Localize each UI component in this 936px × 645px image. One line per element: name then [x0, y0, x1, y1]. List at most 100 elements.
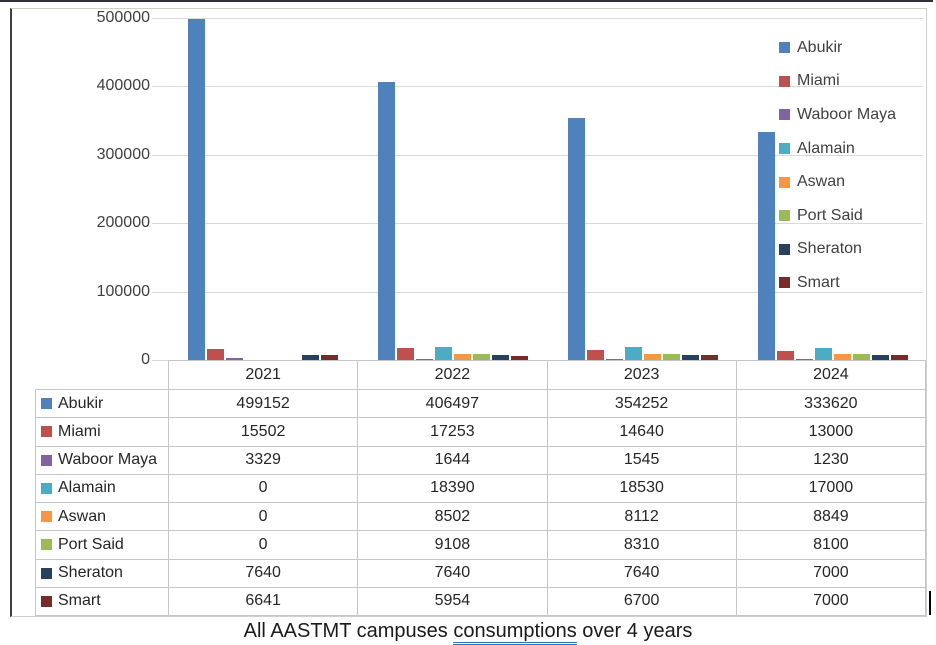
series-label: Waboor Maya: [37, 451, 168, 469]
bar-waboor-maya-2024[interactable]: [796, 359, 813, 360]
legend-key-swatch: [779, 75, 790, 87]
bar-waboor-maya-2021[interactable]: [226, 358, 243, 360]
legend-key-swatch: [779, 109, 790, 121]
legend-key-swatch: [779, 277, 790, 289]
category-header-cell: 2021: [167, 360, 359, 390]
series-name: Abukir: [58, 394, 104, 412]
legend-key-swatch: [779, 243, 790, 255]
y-axis-tick-label: 300000: [96, 145, 150, 163]
series-label: Miami: [37, 422, 168, 441]
value-cell: 5954: [357, 586, 548, 617]
bar-port-said-2023[interactable]: [663, 354, 680, 360]
bar-abukir-2023[interactable]: [568, 118, 585, 360]
value-cell: 354252: [546, 388, 737, 419]
bar-miami-2024[interactable]: [777, 351, 794, 360]
bar-alamain-2023[interactable]: [625, 347, 642, 360]
bar-abukir-2022[interactable]: [378, 82, 395, 360]
series-name: Aswan: [58, 507, 107, 525]
gridline: [152, 18, 923, 19]
series-label: Port Said: [37, 535, 168, 554]
bar-smart-2022[interactable]: [511, 356, 528, 360]
value-cell: 1545: [546, 445, 737, 475]
value-cell: 18530: [546, 473, 737, 504]
value-cell: 7000: [735, 586, 927, 617]
bar-group-2021: [168, 18, 358, 360]
bar-smart-2024[interactable]: [891, 355, 908, 360]
text-cursor: [929, 591, 931, 615]
legend-item-miami[interactable]: Miami: [779, 65, 896, 99]
page-top-border: [0, 0, 933, 2]
data-table-body: Abukir 499152 406497 354252 333620 Miami 15502…: [35, 388, 927, 617]
table-corner-cell: [36, 361, 169, 390]
bar-aswan-2022[interactable]: [454, 354, 471, 360]
bar-smart-2023[interactable]: [701, 355, 718, 360]
table-row-smart: Smart 6641 5954 6700 7000: [35, 586, 927, 617]
bar-abukir-2024[interactable]: [758, 132, 775, 360]
category-header-cell: 2024: [735, 360, 927, 390]
legend-item-aswan[interactable]: Aswan: [779, 165, 896, 199]
bar-sheraton-2022[interactable]: [492, 355, 509, 360]
series-label-cell: Miami: [35, 417, 169, 447]
legend-key-swatch: [41, 511, 52, 523]
bar-aswan-2023[interactable]: [644, 354, 661, 360]
bar-miami-2023[interactable]: [587, 350, 604, 360]
chart-object[interactable]: 500000 400000 300000 200000 100000 0 Abukir Mi…: [10, 8, 927, 617]
series-label-cell: Waboor Maya: [35, 445, 169, 475]
data-table-header: 2021 2022 2023 2024: [36, 360, 927, 390]
legend-item-label: Waboor Maya: [797, 105, 896, 123]
bar-waboor-maya-2022[interactable]: [416, 359, 433, 360]
bar-port-said-2022[interactable]: [473, 354, 490, 360]
series-label: Abukir: [37, 394, 168, 413]
category-header-cell: 2022: [357, 360, 548, 390]
bar-group-2022: [358, 18, 548, 360]
legend-key-swatch: [41, 426, 52, 438]
caption-underlined-word: consumptions: [453, 620, 577, 645]
value-cell: 406497: [357, 388, 548, 419]
gridline: [152, 154, 923, 156]
legend-item-sheraton[interactable]: Sheraton: [779, 233, 896, 267]
value-cell: 8112: [546, 501, 737, 532]
bar-miami-2021[interactable]: [207, 349, 224, 360]
legend-key-swatch: [41, 567, 52, 579]
series-label: Sheraton: [37, 564, 168, 582]
bar-aswan-2024[interactable]: [834, 354, 851, 360]
gridline: [152, 291, 923, 293]
value-cell: 17000: [735, 473, 927, 504]
series-name: Sheraton: [58, 564, 123, 582]
series-name: Miami: [58, 422, 101, 440]
table-row-aswan: Aswan 0 8502 8112 8849: [35, 501, 927, 532]
legend-item-abukir[interactable]: Abukir: [779, 31, 896, 65]
table-row-miami: Miami 15502 17253 14640 13000: [35, 417, 927, 447]
bar-miami-2022[interactable]: [397, 348, 414, 360]
value-cell: 18390: [357, 473, 548, 504]
series-name: Port Said: [58, 535, 124, 553]
value-cell: 15502: [167, 417, 359, 447]
legend-item-port-said[interactable]: Port Said: [779, 199, 896, 233]
value-cell: 8502: [357, 501, 548, 532]
y-axis-tick-label: 100000: [96, 282, 150, 300]
value-cell: 0: [167, 473, 359, 504]
series-label-cell: Alamain: [35, 473, 169, 504]
legend-item-alamain[interactable]: Alamain: [779, 132, 896, 166]
bar-port-said-2024[interactable]: [853, 354, 870, 360]
bar-abukir-2021[interactable]: [188, 19, 205, 360]
legend-key-swatch: [779, 210, 790, 222]
gridline: [152, 223, 923, 225]
legend-item-smart[interactable]: Smart: [779, 266, 896, 300]
series-label-cell: Sheraton: [35, 558, 169, 588]
bar-smart-2021[interactable]: [321, 355, 338, 360]
legend-item-waboor-maya[interactable]: Waboor Maya: [779, 98, 896, 132]
bar-alamain-2024[interactable]: [815, 348, 832, 360]
bar-sheraton-2023[interactable]: [682, 355, 699, 360]
value-cell: 6700: [546, 586, 737, 617]
bar-waboor-maya-2023[interactable]: [606, 359, 623, 360]
legend-key-swatch: [779, 42, 790, 54]
bar-sheraton-2021[interactable]: [302, 355, 319, 360]
table-header-row: 2021 2022 2023 2024: [36, 360, 927, 390]
series-label-cell: Aswan: [35, 501, 169, 532]
chart-caption[interactable]: All AASTMT campuses consumptions over 4 …: [0, 620, 936, 645]
bar-sheraton-2024[interactable]: [872, 355, 889, 360]
table-row-abukir: Abukir 499152 406497 354252 333620: [35, 388, 927, 419]
bar-alamain-2022[interactable]: [435, 347, 452, 360]
table-row-waboor-maya: Waboor Maya 3329 1644 1545 1230: [35, 445, 927, 475]
